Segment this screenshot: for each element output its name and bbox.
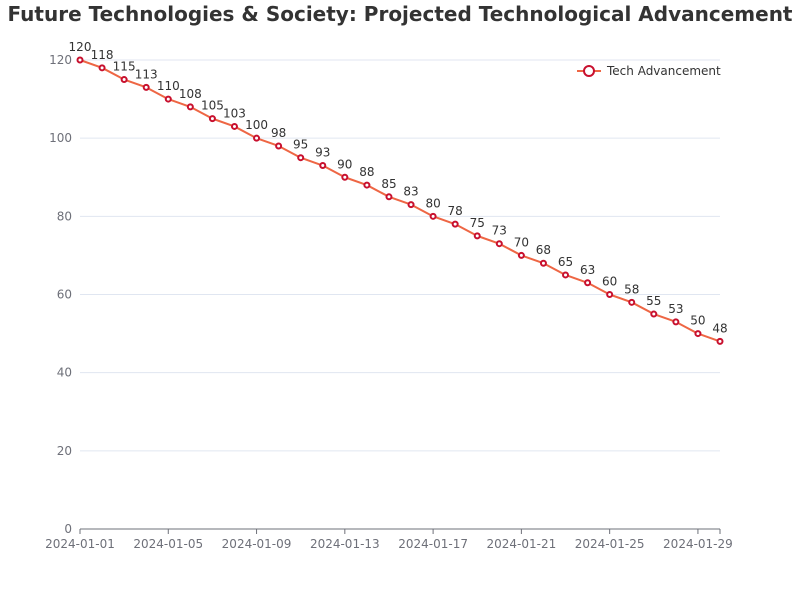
data-point [98, 64, 106, 72]
data-label: 65 [558, 255, 573, 269]
data-point [539, 259, 547, 267]
data-point [208, 115, 216, 123]
data-label: 88 [359, 165, 374, 179]
legend[interactable]: Tech Advancement [577, 64, 721, 78]
y-tick-label: 120 [49, 53, 72, 67]
x-tick-label: 2024-01-17 [398, 537, 468, 551]
x-tick-label: 2024-01-21 [487, 537, 557, 551]
chart-title: Future Technologies & Society: Projected… [7, 2, 793, 26]
x-tick-label: 2024-01-13 [310, 537, 380, 551]
data-label: 103 [223, 106, 246, 120]
legend-label: Tech Advancement [606, 64, 721, 78]
x-tick-label: 2024-01-05 [133, 537, 203, 551]
data-label: 63 [580, 263, 595, 277]
y-tick-label: 20 [57, 444, 72, 458]
series-line [79, 59, 721, 343]
x-tick-label: 2024-01-09 [222, 537, 292, 551]
data-label: 50 [690, 314, 705, 328]
data-point [319, 162, 327, 170]
data-point [694, 330, 702, 338]
data-label: 100 [245, 118, 268, 132]
data-label: 113 [135, 67, 158, 81]
y-tick-label: 80 [57, 209, 72, 223]
data-label: 75 [470, 216, 485, 230]
legend-marker-swatch [583, 65, 595, 77]
y-tick-label: 60 [57, 288, 72, 302]
data-point [186, 103, 194, 111]
data-label: 120 [69, 40, 92, 54]
data-label: 93 [315, 146, 330, 160]
data-label: 108 [179, 87, 202, 101]
data-point [650, 310, 658, 318]
data-point [363, 181, 371, 189]
data-label: 118 [91, 48, 114, 62]
data-point [562, 271, 570, 279]
y-tick-label: 0 [64, 522, 72, 536]
data-point [716, 337, 724, 345]
data-point [495, 240, 503, 248]
data-point [76, 56, 84, 64]
data-point [606, 291, 614, 298]
y-tick-label: 100 [49, 131, 72, 145]
axes: 0 20 40 60 80 100 120 2024-01-01 2024-01-05 2024-… [45, 53, 733, 551]
data-point [120, 76, 128, 84]
data-label: 98 [271, 126, 286, 140]
data-label: 70 [514, 235, 529, 249]
data-label: 60 [602, 275, 617, 289]
data-label: 105 [201, 99, 224, 113]
data-point [253, 134, 261, 142]
data-point [628, 298, 636, 306]
data-point [517, 251, 525, 259]
x-tick-label: 2024-01-29 [663, 537, 733, 551]
y-tick-label: 40 [57, 366, 72, 380]
data-label: 115 [113, 60, 136, 74]
series-tech-advancement [76, 56, 724, 345]
data-label: 80 [425, 196, 440, 210]
x-tick-label: 2024-01-25 [575, 537, 645, 551]
data-point [584, 279, 592, 287]
data-point [341, 173, 349, 181]
data-point [297, 154, 305, 162]
data-point [407, 201, 415, 209]
x-tick-label: 2024-01-01 [45, 537, 115, 551]
data-label: 78 [448, 204, 463, 218]
grid-lines [80, 59, 720, 452]
data-point [451, 220, 459, 228]
data-label: 83 [403, 185, 418, 199]
data-point [164, 95, 172, 103]
data-label: 68 [536, 243, 551, 257]
data-label: 90 [337, 157, 352, 171]
data-label: 85 [381, 177, 396, 191]
data-point [429, 212, 437, 220]
data-label: 58 [624, 282, 639, 296]
data-label: 53 [668, 302, 683, 316]
data-point [142, 83, 150, 91]
data-point [275, 142, 283, 150]
data-point [230, 122, 238, 130]
data-point [385, 193, 393, 201]
data-label: 110 [157, 79, 180, 93]
data-point [473, 232, 481, 240]
data-label: 73 [492, 224, 507, 238]
data-label: 48 [712, 321, 727, 335]
data-label: 55 [646, 294, 661, 308]
data-label: 95 [293, 138, 308, 152]
data-point [672, 318, 680, 326]
